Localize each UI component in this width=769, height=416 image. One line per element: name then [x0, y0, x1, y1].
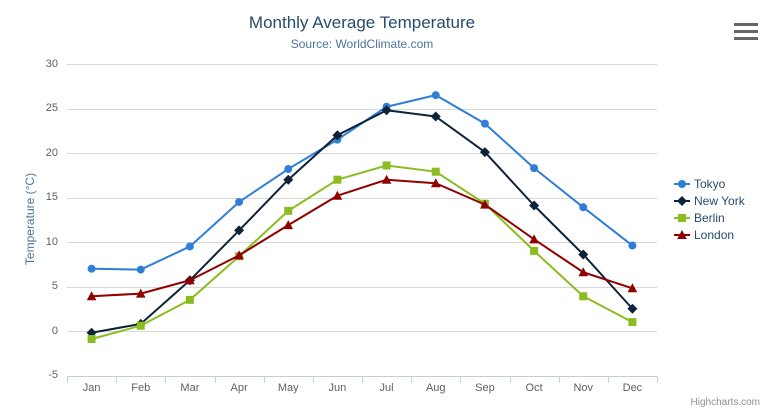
legend-item-label: London: [694, 227, 735, 242]
series-marker[interactable]: [480, 119, 489, 128]
x-axis-label: May: [277, 382, 299, 394]
series-marker[interactable]: [332, 130, 343, 141]
series-marker[interactable]: [678, 213, 686, 222]
series-marker[interactable]: [628, 241, 637, 250]
y-axis-label: 25: [45, 102, 58, 114]
series-marker[interactable]: [431, 91, 440, 100]
series-marker[interactable]: [529, 234, 539, 244]
hamburger-menu-icon: [734, 23, 758, 40]
series-marker[interactable]: [283, 174, 294, 185]
legend-marker-icon: [674, 229, 690, 239]
series-marker[interactable]: [677, 229, 687, 239]
series-marker[interactable]: [332, 190, 343, 200]
legend-item-new-york[interactable]: New York: [674, 192, 745, 209]
x-axis-label: Jun: [328, 382, 347, 394]
series-marker[interactable]: [627, 283, 638, 293]
series-marker[interactable]: [136, 321, 145, 330]
series-marker[interactable]: [430, 111, 441, 122]
export-menu-button[interactable]: [734, 23, 758, 40]
series-marker[interactable]: [87, 264, 96, 273]
y-axis-label: 5: [51, 280, 58, 292]
y-axis-label: 0: [51, 324, 58, 337]
series-marker[interactable]: [430, 178, 441, 188]
x-axis-label: Jan: [82, 382, 101, 394]
series-marker[interactable]: [235, 197, 244, 206]
series-marker[interactable]: [431, 167, 440, 176]
legend-item-label: Berlin: [694, 210, 725, 225]
series-marker[interactable]: [284, 165, 293, 174]
series-marker[interactable]: [578, 249, 589, 260]
legend-item-label: Tokyo: [694, 176, 726, 191]
legend-item-tokyo[interactable]: Tokyo: [674, 175, 745, 192]
x-axis-label: Feb: [131, 382, 151, 394]
y-axis-label: 10: [45, 235, 58, 248]
legend-item-london[interactable]: London: [674, 226, 745, 243]
y-axis-label: -5: [48, 369, 58, 381]
x-axis-label: Aug: [425, 382, 446, 394]
series-line-london[interactable]: [91, 178, 633, 298]
series-marker[interactable]: [136, 265, 145, 274]
series-marker[interactable]: [185, 275, 195, 285]
credits-link[interactable]: Highcharts.com: [690, 397, 760, 408]
legend-marker-icon: [674, 213, 690, 222]
series-marker[interactable]: [579, 203, 588, 212]
legend-item-berlin[interactable]: Berlin: [674, 209, 745, 226]
series-marker[interactable]: [579, 292, 588, 301]
series-marker[interactable]: [381, 174, 392, 184]
legend-marker-icon: [674, 195, 690, 206]
series-marker[interactable]: [530, 164, 539, 173]
series-marker[interactable]: [530, 246, 539, 255]
series-marker[interactable]: [677, 195, 687, 206]
series-marker[interactable]: [234, 225, 245, 236]
chart-subtitle: Source: WorldClimate.com: [290, 37, 434, 51]
series-line-new-york[interactable]: [91, 109, 634, 334]
series-line-berlin[interactable]: [91, 164, 633, 340]
series-marker[interactable]: [135, 288, 146, 298]
series-marker[interactable]: [333, 175, 342, 184]
y-axis-title: Temperature (°C): [23, 172, 37, 266]
x-axis-label: Sep: [475, 382, 495, 394]
series-marker[interactable]: [627, 303, 638, 314]
y-axis-label: 15: [45, 191, 58, 203]
series-marker[interactable]: [87, 335, 96, 344]
series-marker[interactable]: [283, 220, 294, 230]
x-axis-label: Nov: [573, 382, 594, 394]
series-marker[interactable]: [382, 161, 391, 170]
series-marker[interactable]: [479, 147, 490, 158]
legend: Tokyo New York Berlin London: [674, 175, 745, 243]
series-marker[interactable]: [678, 179, 686, 188]
series-marker[interactable]: [480, 199, 490, 209]
series-marker[interactable]: [529, 200, 540, 211]
chart-title: Monthly Average Temperature: [248, 13, 476, 32]
series-marker[interactable]: [185, 242, 194, 251]
series-marker[interactable]: [185, 295, 194, 304]
y-axis-label: 30: [45, 57, 58, 70]
x-axis-label: Jul: [379, 382, 394, 394]
legend-marker-icon: [674, 179, 690, 188]
y-axis-label: 20: [45, 146, 58, 159]
x-axis-label: Apr: [230, 382, 248, 394]
series-marker[interactable]: [234, 250, 244, 260]
x-axis-label: Dec: [622, 382, 643, 394]
legend-item-label: New York: [694, 193, 745, 208]
series-marker[interactable]: [284, 206, 293, 215]
series-line-tokyo[interactable]: [91, 94, 634, 271]
series-marker[interactable]: [86, 291, 97, 301]
series-marker[interactable]: [628, 318, 637, 327]
series-marker[interactable]: [578, 267, 589, 277]
x-axis-label: Oct: [525, 382, 543, 394]
x-axis-label: Mar: [180, 382, 200, 394]
series-marker[interactable]: [381, 105, 392, 116]
